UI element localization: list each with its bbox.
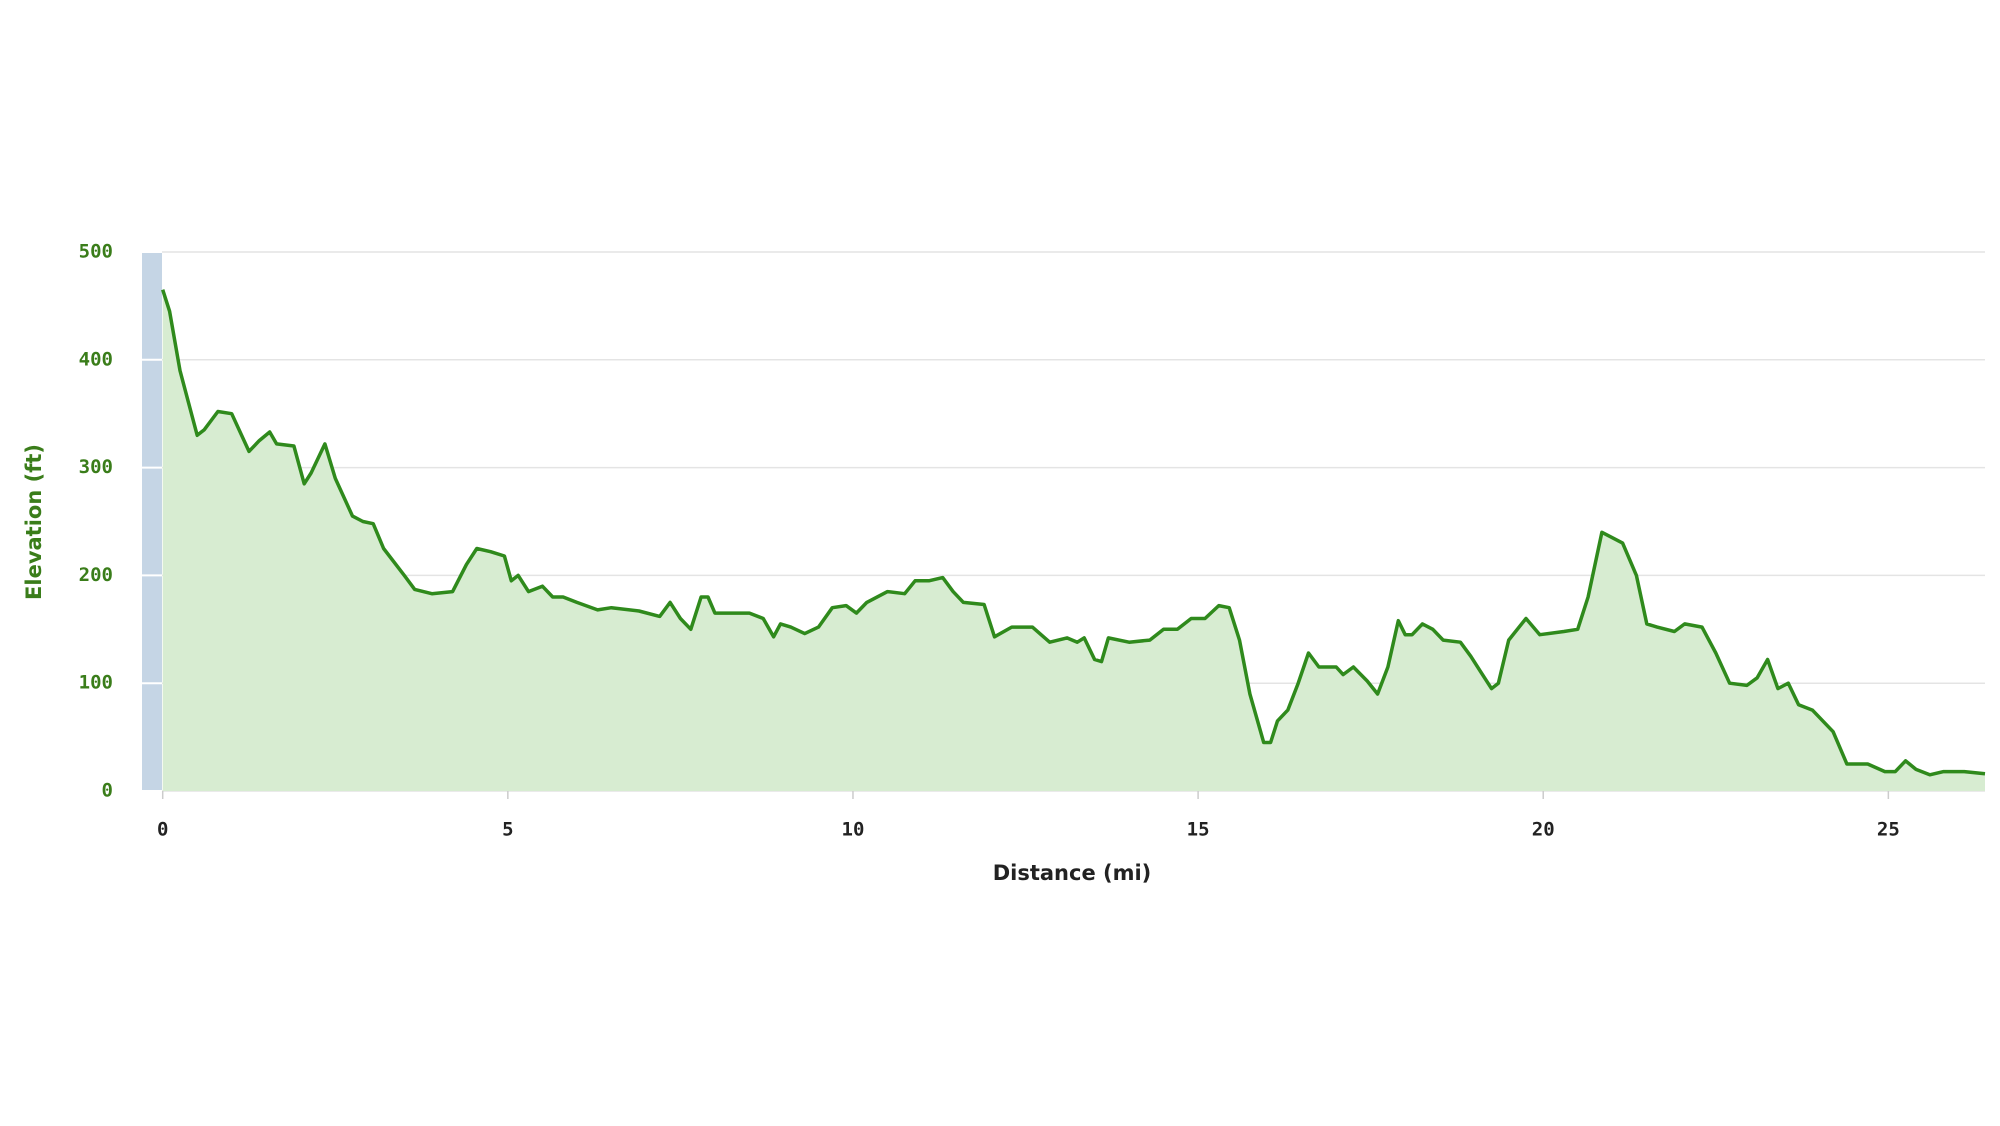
range-bar: [142, 252, 162, 791]
y-tick-label: 500: [79, 241, 113, 263]
x-tick-label: 10: [842, 819, 865, 841]
y-tick-label: 400: [79, 348, 113, 370]
y-axis-label: Elevation (ft): [22, 444, 46, 600]
y-tick-label: 0: [102, 780, 113, 802]
elevation-line: [161, 289, 1986, 777]
x-tick-label: 25: [1877, 819, 1900, 841]
x-tick-label: 15: [1187, 819, 1210, 841]
x-tick-label: 20: [1532, 819, 1555, 841]
y-tick-label: 100: [79, 672, 113, 694]
y-tick-label: 200: [79, 564, 113, 586]
x-axis-label: Distance (mi): [993, 861, 1152, 885]
x-tick-label: 5: [502, 819, 513, 841]
y-tick-label: 300: [79, 456, 113, 478]
elevation-area: [162, 289, 1986, 791]
x-tick-label: 0: [157, 819, 168, 841]
